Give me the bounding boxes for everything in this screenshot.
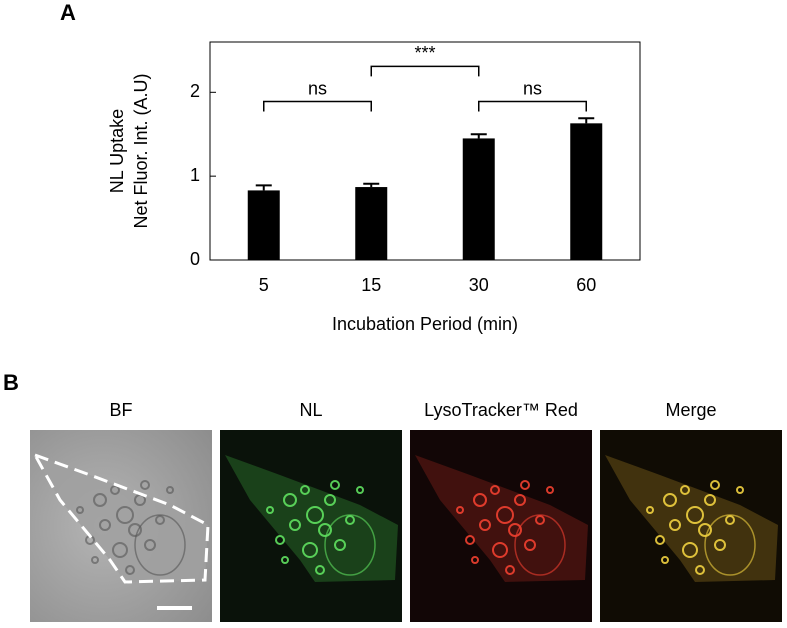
vesicle [91, 556, 99, 564]
vesicle [725, 515, 735, 525]
significance-label: *** [414, 43, 435, 63]
image-panels: BF NL LysoTracker™ Red Merge [30, 400, 782, 622]
bar-chart: 0 1 2 5 15 30 60 Incubation Period (min) NL Upta… [107, 41, 641, 334]
nucleus [514, 514, 566, 576]
y-tick-label: 0 [190, 249, 200, 269]
vesicle [661, 556, 669, 564]
image-title: Merge [665, 400, 716, 420]
x-tick-label: 5 [259, 275, 269, 295]
vesicle [655, 535, 665, 545]
vesicle [686, 506, 704, 524]
vesicle [144, 539, 156, 551]
vesicle [505, 565, 515, 575]
vesicle [289, 519, 301, 531]
vesicle [112, 542, 128, 558]
bar [355, 187, 388, 260]
vesicle [698, 523, 712, 537]
vesicle [99, 519, 111, 531]
vesicle [318, 523, 332, 537]
panel-label: B [3, 370, 19, 395]
vesicle [456, 506, 464, 514]
vesicle [266, 506, 274, 514]
vesicle [315, 565, 325, 575]
vesicle [155, 515, 165, 525]
nucleus [324, 514, 376, 576]
vesicle [324, 494, 336, 506]
vesicle [490, 485, 500, 495]
x-tick-label: 15 [361, 275, 381, 295]
x-axis-label: Incubation Period (min) [332, 314, 518, 334]
significance-bracket [263, 100, 372, 112]
vesicle [125, 565, 135, 575]
vesicle [524, 539, 536, 551]
cell [415, 455, 588, 582]
vesicle [140, 480, 150, 490]
cell-outline [31, 452, 210, 584]
significance-bracket [370, 65, 480, 77]
vesicle [680, 485, 690, 495]
image-title: NL [299, 400, 322, 420]
vesicle [514, 494, 526, 506]
vesicle [283, 493, 297, 507]
vesicle [646, 506, 654, 514]
vesicle [546, 486, 554, 494]
vesicle [492, 542, 508, 558]
cell [225, 455, 398, 582]
nucleus [704, 514, 756, 576]
y-tick-label: 1 [190, 165, 200, 185]
vesicle [710, 480, 720, 490]
bar [247, 190, 280, 260]
x-tick-label: 60 [576, 275, 596, 295]
vesicle [473, 493, 487, 507]
vesicle [302, 542, 318, 558]
cell [605, 455, 778, 582]
vesicle [663, 493, 677, 507]
vesicle [76, 506, 84, 514]
vesicle [166, 486, 174, 494]
bar [462, 138, 495, 260]
vesicle [330, 480, 340, 490]
y-tick-label: 2 [190, 81, 200, 101]
vesicle [465, 535, 475, 545]
image-title: LysoTracker™ Red [424, 400, 578, 420]
vesicle [496, 506, 514, 524]
vesicle [110, 485, 120, 495]
significance-label: ns [523, 78, 542, 98]
vesicle [116, 506, 134, 524]
vesicle [520, 480, 530, 490]
vesicle [714, 539, 726, 551]
y-axis-label: Net Fluor. Int. (A.U) [131, 73, 151, 228]
vesicle [334, 539, 346, 551]
vesicle [669, 519, 681, 531]
image-title: BF [109, 400, 132, 420]
nucleus [134, 514, 186, 576]
x-tick-label: 30 [469, 275, 489, 295]
vesicle [736, 486, 744, 494]
bar [570, 123, 603, 260]
vesicle [356, 486, 364, 494]
significance-bracket [478, 100, 587, 112]
panel-label: A [60, 0, 76, 25]
vesicle [479, 519, 491, 531]
vesicle [471, 556, 479, 564]
vesicle [275, 535, 285, 545]
vesicle [695, 565, 705, 575]
vesicle [345, 515, 355, 525]
vesicle [306, 506, 324, 524]
cell [35, 455, 208, 582]
vesicle [128, 523, 142, 537]
vesicle [300, 485, 310, 495]
vesicle [535, 515, 545, 525]
vesicle [508, 523, 522, 537]
significance-label: ns [308, 78, 327, 98]
vesicle [281, 556, 289, 564]
plot-frame [209, 41, 641, 261]
y-axis-label: NL Uptake [107, 109, 127, 193]
vesicle [682, 542, 698, 558]
vesicle [93, 493, 107, 507]
vesicle [704, 494, 716, 506]
